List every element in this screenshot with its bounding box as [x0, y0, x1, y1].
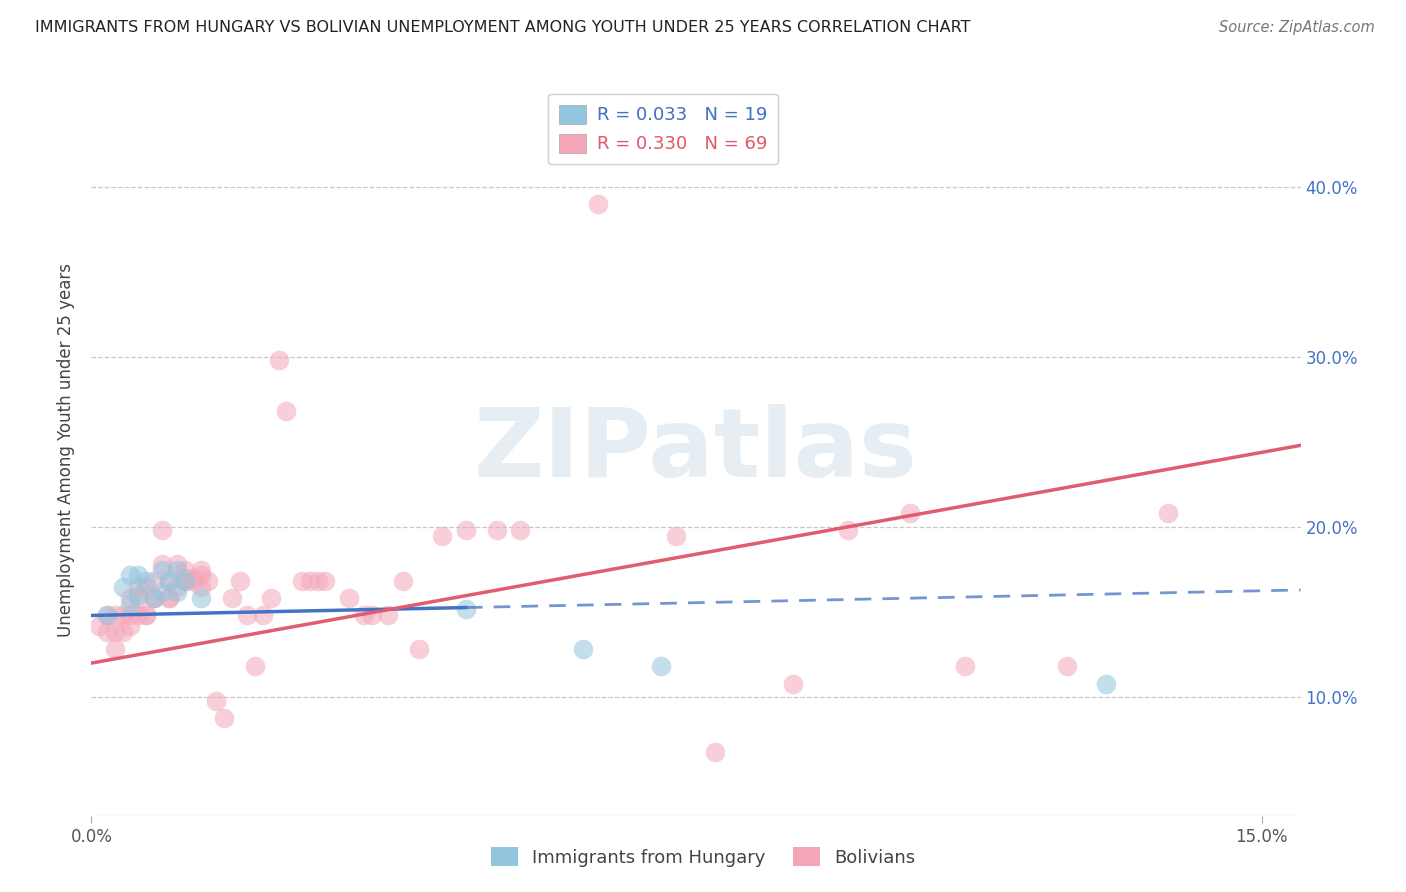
Point [150, 584, 173, 599]
Point [135, 580, 157, 594]
Point [150, 562, 173, 576]
Y-axis label: Unemployment Among Youth under 25 years: Unemployment Among Youth under 25 years [58, 263, 76, 638]
Point [205, 693, 228, 707]
Point [127, 608, 149, 623]
Point [127, 567, 149, 582]
Point [837, 524, 859, 538]
Point [212, 710, 235, 724]
Point [127, 591, 149, 606]
Point [572, 642, 595, 657]
Point [135, 608, 157, 623]
Point [135, 574, 157, 589]
Point [307, 574, 329, 589]
Point [174, 574, 197, 589]
Point [127, 580, 149, 594]
Point [900, 507, 922, 521]
Point [150, 524, 173, 538]
Point [291, 574, 314, 589]
Point [190, 580, 212, 594]
Text: Source: ZipAtlas.com: Source: ZipAtlas.com [1219, 20, 1375, 35]
Point [190, 562, 212, 576]
Point [89, 618, 111, 632]
Point [181, 574, 204, 589]
Point [361, 608, 384, 623]
Point [190, 567, 212, 582]
Point [267, 353, 290, 368]
Point [104, 625, 127, 640]
Point [96, 608, 118, 623]
Point [314, 574, 336, 589]
Point [588, 196, 610, 211]
Point [142, 591, 165, 606]
Point [377, 608, 399, 623]
Text: ZIPatlas: ZIPatlas [474, 404, 918, 497]
Point [142, 591, 165, 606]
Point [704, 745, 727, 759]
Point [150, 558, 173, 572]
Point [166, 584, 188, 599]
Point [392, 574, 415, 589]
Point [1094, 676, 1116, 690]
Point [127, 588, 149, 602]
Point [454, 601, 477, 615]
Point [120, 608, 142, 623]
Legend: R = 0.033   N = 19, R = 0.330   N = 69: R = 0.033 N = 19, R = 0.330 N = 69 [548, 94, 778, 164]
Point [111, 580, 134, 594]
Point [111, 608, 134, 623]
Point [166, 580, 188, 594]
Point [454, 524, 477, 538]
Point [221, 591, 243, 606]
Point [120, 618, 142, 632]
Point [408, 642, 430, 657]
Point [120, 597, 142, 611]
Point [228, 574, 250, 589]
Point [953, 659, 976, 673]
Point [104, 642, 127, 657]
Point [157, 574, 180, 589]
Point [245, 659, 267, 673]
Point [104, 608, 127, 623]
Point [135, 608, 157, 623]
Point [166, 562, 188, 576]
Point [432, 528, 454, 542]
Point [174, 571, 197, 585]
Point [236, 608, 259, 623]
Point [1157, 507, 1180, 521]
Point [337, 591, 360, 606]
Point [1056, 659, 1078, 673]
Point [252, 608, 274, 623]
Point [782, 676, 804, 690]
Point [157, 574, 180, 589]
Point [120, 591, 142, 606]
Point [486, 524, 509, 538]
Text: IMMIGRANTS FROM HUNGARY VS BOLIVIAN UNEMPLOYMENT AMONG YOUTH UNDER 25 YEARS CORR: IMMIGRANTS FROM HUNGARY VS BOLIVIAN UNEM… [35, 20, 970, 35]
Point [650, 659, 672, 673]
Point [111, 625, 134, 640]
Point [96, 625, 118, 640]
Point [157, 591, 180, 606]
Point [190, 591, 212, 606]
Point [157, 591, 180, 606]
Point [181, 571, 204, 585]
Point [197, 574, 219, 589]
Legend: Immigrants from Hungary, Bolivians: Immigrants from Hungary, Bolivians [484, 840, 922, 874]
Point [120, 567, 142, 582]
Point [260, 591, 283, 606]
Point [298, 574, 321, 589]
Point [142, 591, 165, 606]
Point [96, 608, 118, 623]
Point [665, 528, 688, 542]
Point [166, 558, 188, 572]
Point [174, 574, 197, 589]
Point [142, 574, 165, 589]
Point [353, 608, 375, 623]
Point [276, 404, 298, 418]
Point [509, 524, 531, 538]
Point [174, 562, 197, 576]
